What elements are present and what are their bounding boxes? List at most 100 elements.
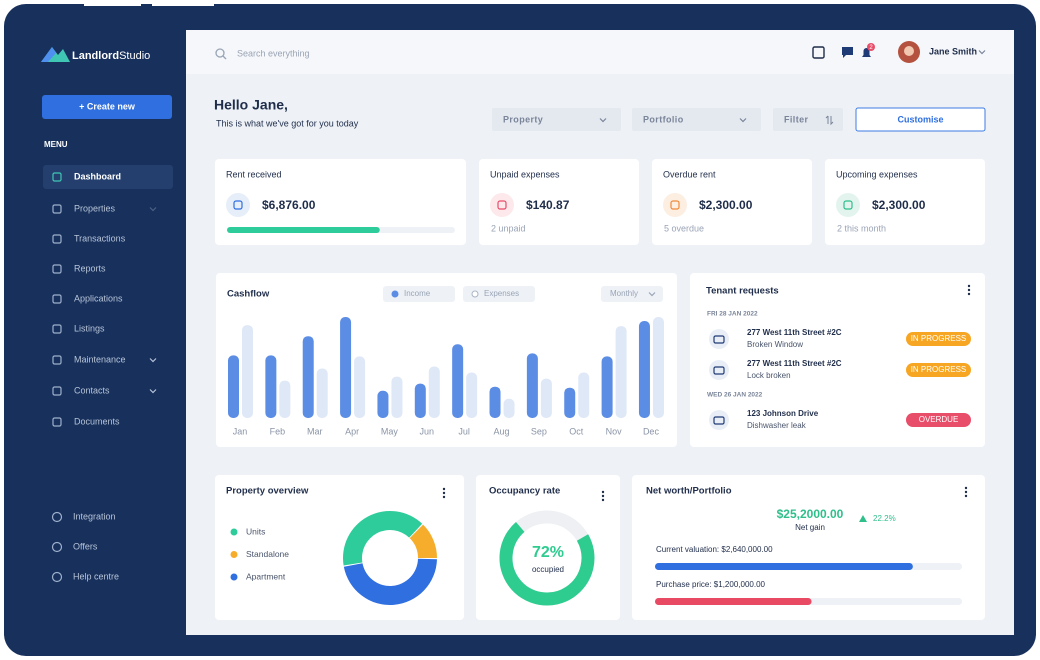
cashflow-bar [638,321,650,418]
logo-icon [41,47,56,62]
stat-note: 2 unpaid [491,223,526,233]
net-gain-change: 22.2% [873,514,896,523]
cashflow-bar [466,372,478,418]
menu-item[interactable]: Applications [74,293,123,303]
menu-item[interactable]: Listings [74,323,105,333]
request-issue: Broken Window [747,340,803,349]
legend-pill[interactable] [463,286,535,302]
legend-pill[interactable] [383,286,455,302]
stat-icon [670,200,680,210]
filter-dropdown[interactable] [492,108,621,131]
filter-label[interactable]: Portfolio [643,114,684,124]
frame-notch [152,0,214,6]
search-input[interactable]: Search everything [237,48,310,58]
menu-item[interactable]: Maintenance [74,354,126,364]
menu-icon [52,234,62,244]
stat-note: 5 overdue [664,223,704,233]
request-address[interactable]: 277 West 11th Street #2C [747,359,842,368]
greeting: Hello Jane, [214,97,288,113]
request-date: WED 26 JAN 2022 [707,392,763,399]
cashflow-bar [228,355,239,418]
search-icon [215,48,225,58]
menu-item[interactable]: Offers [73,541,98,551]
kebab-icon [601,498,605,502]
status-badge [906,332,971,346]
month-label: Jan [233,426,248,436]
cashflow-bar [428,366,440,418]
notification-badge [867,43,875,51]
menu-icon [52,172,62,182]
stat-icon [663,193,687,217]
logo: LandlordStudio [72,50,150,62]
cashflow-bar [242,325,253,418]
filter-label[interactable]: Property [503,114,543,124]
legend-dot [230,551,238,558]
cashflow-bar [302,336,314,418]
greeting-subtitle: This is what we've got for you today [216,118,359,128]
request-address[interactable]: 123 Johnson Drive [747,409,819,418]
cashflow-bar [265,355,277,418]
customise-label[interactable]: Customise [897,114,943,124]
cashflow-bar [652,317,664,418]
cashflow-bar [578,372,590,418]
legend-label[interactable]: Expenses [484,289,519,298]
menu-icon [52,204,62,214]
filter-dropdown[interactable] [773,108,843,131]
create-button-label[interactable]: + Create new [79,101,136,111]
cashflow-bar [540,378,552,418]
chat-icon[interactable] [842,47,853,58]
kebab-icon [964,486,968,490]
legend-dot [230,528,238,536]
calendar-icon[interactable] [812,46,825,59]
create-button[interactable] [42,95,172,119]
menu-icon [52,264,62,274]
request-address[interactable]: 277 West 11th Street #2C [747,328,842,337]
stat-card [215,159,466,245]
month-label: Apr [345,426,359,436]
progress-fill [227,227,380,233]
month-label: Dec [643,426,660,436]
legend-label[interactable]: Income [404,289,431,298]
menu-item[interactable]: Integration [73,511,116,521]
stat-amount: $6,876.00 [262,198,316,212]
menu-item[interactable]: Reports [74,263,106,273]
logo-light: Studio [119,50,150,62]
period-dropdown[interactable] [601,286,663,302]
request-icon [713,366,725,375]
cashflow-bar [414,383,426,418]
stat-card [825,159,985,245]
month-label: Nov [606,426,623,436]
chevron-icon [149,358,157,363]
month-label: May [381,426,399,436]
request-icon [709,360,729,380]
card-title: Occupancy rate [489,486,560,497]
menu-item[interactable]: Properties [74,203,116,213]
month-label: Jun [420,426,435,436]
stat-icon [497,200,507,210]
filter-label[interactable]: Filter [784,114,809,124]
cashflow-bar [279,380,291,418]
menu-icon [51,571,63,583]
cashflow-bar [489,386,501,418]
donut-slice [409,524,437,558]
menu-item[interactable]: Documents [74,416,120,426]
period-label[interactable]: Monthly [610,289,638,298]
filter-dropdown[interactable] [632,108,761,131]
legend-dot [230,573,238,581]
menu-item[interactable]: Dashboard [74,171,121,181]
user-name[interactable]: Jane Smith [929,46,977,56]
menu-active[interactable] [43,165,173,189]
bar-label: Current valuation: $2,640,000.00 [656,545,773,554]
progress-fill [655,598,812,605]
menu-item[interactable]: Transactions [74,233,126,243]
legend-dot [391,290,399,298]
menu-item[interactable]: Contacts [74,385,110,395]
month-label: Aug [494,426,510,436]
menu-icon [52,417,62,427]
menu-item[interactable]: Help centre [73,571,119,581]
net-gain: $25,2000.00 [777,507,844,521]
customise-button[interactable] [855,107,986,132]
legend-label: Units [246,526,265,536]
menu-icon [51,511,63,523]
